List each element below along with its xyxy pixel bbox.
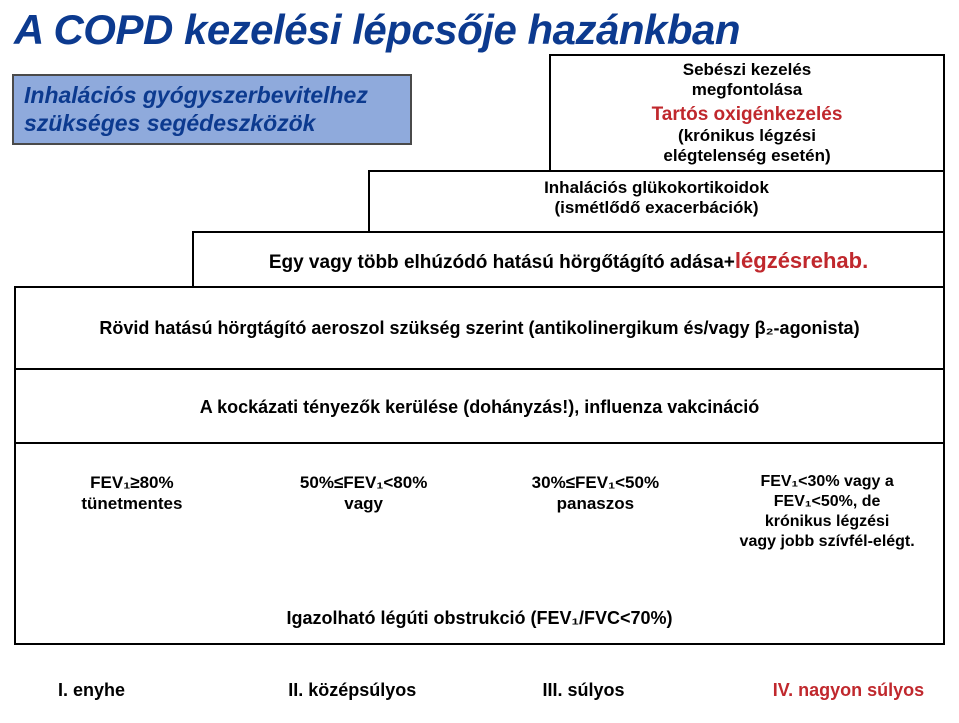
sev4-line2: FEV₁<50%, de (719, 492, 935, 512)
severity-row: FEV₁≥80% tünetmentes 50%≤FEV₁<80% vagy 3… (16, 472, 943, 552)
sev4-line4: vagy jobb szívfél-elégt. (719, 532, 935, 552)
sev1-line1: FEV₁≥80% (24, 472, 240, 493)
sev-col-3: 30%≤FEV₁<50% panaszos (480, 472, 712, 552)
page-title: A COPD kezelési lépcsője hazánkban (14, 6, 740, 54)
blue-callout-line1: Inhalációs gyógyszerbevitelhez (24, 82, 400, 110)
stage-3: III. súlyos (461, 680, 715, 701)
sev3-line1: 30%≤FEV₁<50% (488, 472, 704, 493)
gluco-line2: (ismétlődő exacerbációk) (370, 198, 943, 218)
oxygen-sub1: (krónikus légzési (551, 126, 943, 146)
sev4-line3: krónikus légzési (719, 512, 935, 532)
stage-1: I. enyhe (14, 680, 230, 701)
sev-col-2: 50%≤FEV₁<80% vagy (248, 472, 480, 552)
gluco-line1: Inhalációs glükokortikoidok (370, 178, 943, 198)
step-box-short-acting: Rövid hatású hörgtágító aeroszol szükség… (14, 286, 945, 370)
broncho-rehab: légzésrehab. (735, 248, 868, 273)
step-box-glucocorticoids: Inhalációs glükokortikoidok (ismétlődő e… (368, 170, 945, 233)
step-box-surgery-oxygen: Sebészi kezelés megfontolása Tartós oxig… (549, 54, 945, 172)
obstruction-text: Igazolható légúti obstrukció (FEV₁/FVC<7… (16, 608, 943, 629)
sev2-line1: 50%≤FEV₁<80% (256, 472, 472, 493)
oxygen-title: Tartós oxigénkezelés (551, 104, 943, 126)
blue-callout: Inhalációs gyógyszerbevitelhez szükséges… (12, 74, 412, 145)
stage-row: I. enyhe II. középsúlyos III. súlyos IV.… (14, 680, 945, 701)
risk-factors-text: A kockázati tényezők kerülése (dohányzás… (200, 397, 760, 417)
surgery-line2: megfontolása (551, 80, 943, 100)
step-box-bronchodilator: Egy vagy több elhúzódó hatású hörgőtágít… (192, 231, 945, 288)
surgery-line1: Sebészi kezelés (551, 60, 943, 80)
stage-4: IV. nagyon súlyos (715, 680, 945, 701)
short-acting-text: Rövid hatású hörgtágító aeroszol szükség… (99, 318, 859, 338)
sev-col-4: FEV₁<30% vagy a FEV₁<50%, de krónikus lé… (711, 472, 943, 552)
sev4-line1: FEV₁<30% vagy a (719, 472, 935, 492)
sev1-line2: tünetmentes (24, 493, 240, 514)
sev3-line2: panaszos (488, 493, 704, 514)
broncho-text: Egy vagy több elhúzódó hatású hörgőtágít… (269, 252, 735, 273)
step-box-risk-factors: A kockázati tényezők kerülése (dohányzás… (14, 368, 945, 444)
sev2-line2: vagy (256, 493, 472, 514)
blue-callout-line2: szükséges segédeszközök (24, 110, 400, 138)
severity-frame: FEV₁≥80% tünetmentes 50%≤FEV₁<80% vagy 3… (14, 442, 945, 645)
stage-2: II. középsúlyos (230, 680, 460, 701)
sev-col-1: FEV₁≥80% tünetmentes (16, 472, 248, 552)
oxygen-sub2: elégtelenség esetén) (551, 146, 943, 166)
